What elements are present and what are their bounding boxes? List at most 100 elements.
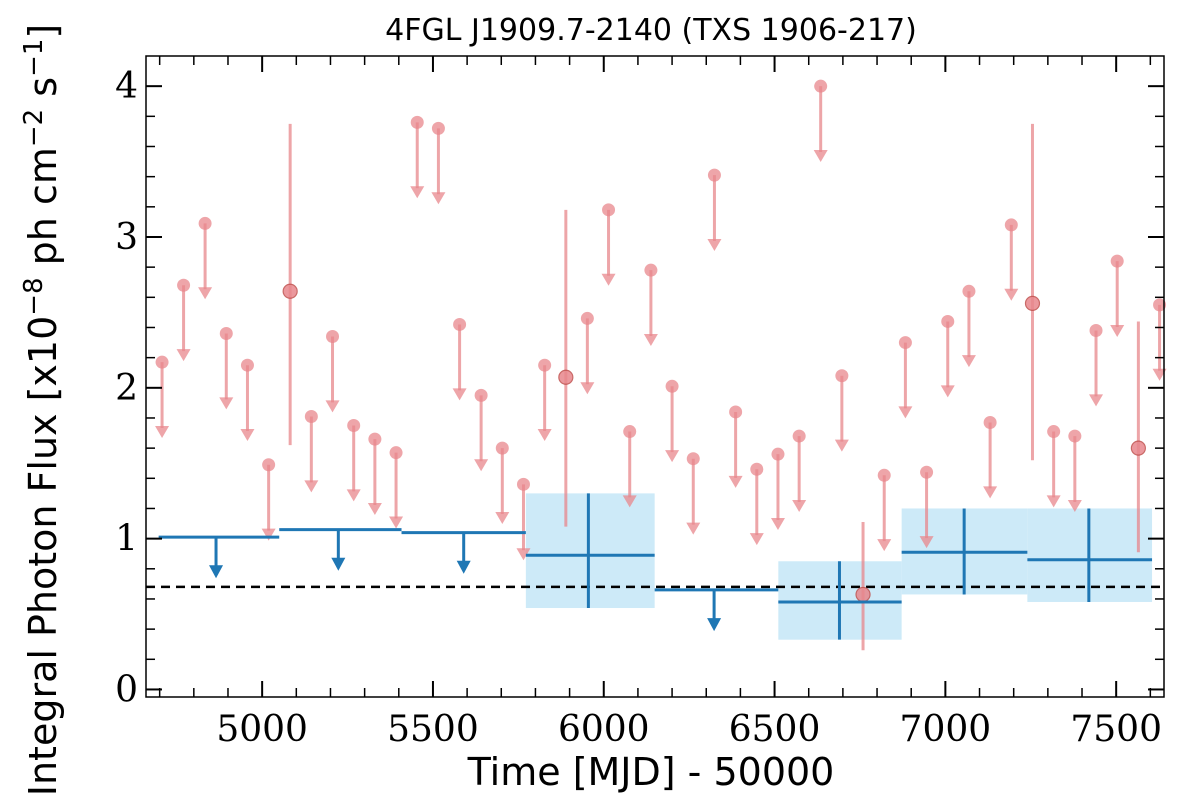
upper-limit-arrowhead [176, 349, 191, 362]
upper-limit-arrowhead [707, 239, 722, 252]
upper-limit-arrowhead [792, 499, 807, 512]
upper-limit-point [326, 330, 340, 344]
upper-limit-point [474, 388, 488, 402]
y-tick-label: 3 [115, 217, 138, 258]
upper-limit-arrowhead [940, 385, 955, 398]
upper-limit-point [898, 336, 912, 350]
upper-limit-point [495, 441, 509, 455]
upper-limit-point [729, 405, 743, 419]
upper-limit-point [602, 203, 616, 217]
upper-limit-point [707, 168, 721, 182]
upper-limit-arrowhead [961, 355, 976, 368]
upper-limit-point [877, 468, 891, 482]
upper-limit-point [1068, 429, 1082, 443]
y-axis-title-mid: ph cm [21, 147, 65, 277]
upper-limit-arrowhead [1067, 499, 1082, 512]
chart-title: 4FGL J1909.7-2140 (TXS 1906-217) [385, 13, 917, 48]
upper-limit-point [814, 79, 828, 93]
upper-limit-arrowhead [898, 406, 913, 419]
x-tick-label: 5500 [387, 709, 479, 750]
upper-limit-point [1110, 254, 1124, 268]
detection-point [558, 369, 574, 385]
upper-limit-point [347, 419, 361, 433]
upper-limit-arrowhead [728, 475, 743, 488]
upper-limit-arrowhead [431, 192, 446, 205]
upper-limit-point [771, 447, 785, 461]
upper-limit-point [1047, 425, 1061, 439]
upper-limit-arrowhead [643, 334, 658, 347]
coarse-upper-limit-arrowhead [331, 557, 346, 571]
y-axis-title-exp3: −1 [19, 39, 49, 77]
upper-limit-arrowhead [261, 528, 276, 541]
upper-limit-arrowhead [198, 287, 213, 300]
upper-limit-arrowhead [770, 518, 785, 531]
upper-limit-point [665, 379, 679, 393]
upper-limit-arrowhead [389, 516, 404, 529]
upper-limit-arrowhead [580, 382, 595, 395]
upper-limit-arrowhead [877, 539, 892, 552]
upper-limit-point [198, 216, 212, 230]
y-tick-label: 2 [115, 368, 138, 409]
x-tick-label: 7000 [900, 709, 992, 750]
coarse-upper-limit-arrowhead [707, 618, 722, 632]
upper-limit-arrowhead [601, 273, 616, 286]
coarse-bin-layer [158, 493, 1153, 640]
detection-point [1024, 295, 1041, 311]
upper-limit-arrowhead [452, 388, 467, 401]
upper-limit-point [389, 446, 403, 460]
upper-limit-arrowhead [495, 512, 510, 525]
upper-limit-arrowhead [686, 522, 701, 535]
upper-limit-point [431, 121, 445, 135]
upper-limit-point [623, 425, 637, 439]
detection-point [855, 586, 871, 603]
upper-limit-point [686, 452, 700, 466]
upper-limit-arrowhead [474, 459, 489, 472]
upper-limit-point [920, 465, 934, 479]
axes-layer: 5000 5500 6000 6500 7000 7500 0 1 2 3 4 [115, 55, 1165, 750]
upper-limit-point [262, 458, 276, 472]
upper-limit-point [155, 355, 169, 369]
upper-limit-arrowhead [749, 533, 764, 546]
upper-limit-arrowhead [346, 489, 361, 502]
upper-limit-point [368, 432, 382, 446]
upper-limit-arrowhead [537, 429, 552, 442]
detection-point [1130, 440, 1146, 456]
upper-limit-arrowhead [516, 548, 531, 561]
coarse-error-band [525, 493, 655, 609]
x-tick-label: 7500 [1070, 709, 1162, 750]
coarse-upper-limit-arrowhead [456, 560, 471, 574]
upper-limit-point [962, 284, 976, 298]
upper-limit-point [538, 358, 552, 372]
upper-limit-point [792, 429, 806, 443]
y-axis-title-exp1: −8 [19, 277, 49, 315]
upper-limit-arrowhead [155, 426, 170, 439]
y-axis-title-mid2: s [21, 77, 65, 109]
upper-limit-arrowhead [834, 439, 849, 452]
upper-limit-arrowhead [1046, 495, 1061, 508]
coarse-upper-limit-arrowhead [209, 565, 224, 579]
upper-limit-arrowhead [219, 397, 234, 410]
upper-limit-arrowhead [240, 429, 255, 442]
upper-limit-arrowhead [367, 502, 382, 515]
upper-limit-arrowhead [813, 150, 828, 163]
upper-limit-arrowhead [919, 536, 934, 549]
y-axis-title-main: Integral Photon Flux [x10 [21, 316, 65, 797]
upper-limit-point [240, 358, 254, 372]
upper-limit-arrowhead [665, 450, 680, 463]
upper-limit-point [177, 278, 191, 292]
upper-limit-point [410, 115, 424, 129]
fine-bin-layer [155, 79, 1167, 651]
upper-limit-arrowhead [983, 486, 998, 499]
upper-limit-point [453, 317, 467, 331]
y-tick-label: 4 [115, 66, 138, 107]
upper-limit-point [983, 416, 997, 430]
upper-limit-arrowhead [1152, 368, 1167, 381]
upper-limit-point [644, 263, 658, 277]
y-tick-label: 1 [115, 519, 138, 560]
upper-limit-arrowhead [1004, 288, 1019, 301]
upper-limit-arrowhead [410, 186, 425, 199]
x-axis-title: Time [MJD] - 50000 [467, 750, 835, 794]
upper-limit-point [219, 327, 233, 341]
